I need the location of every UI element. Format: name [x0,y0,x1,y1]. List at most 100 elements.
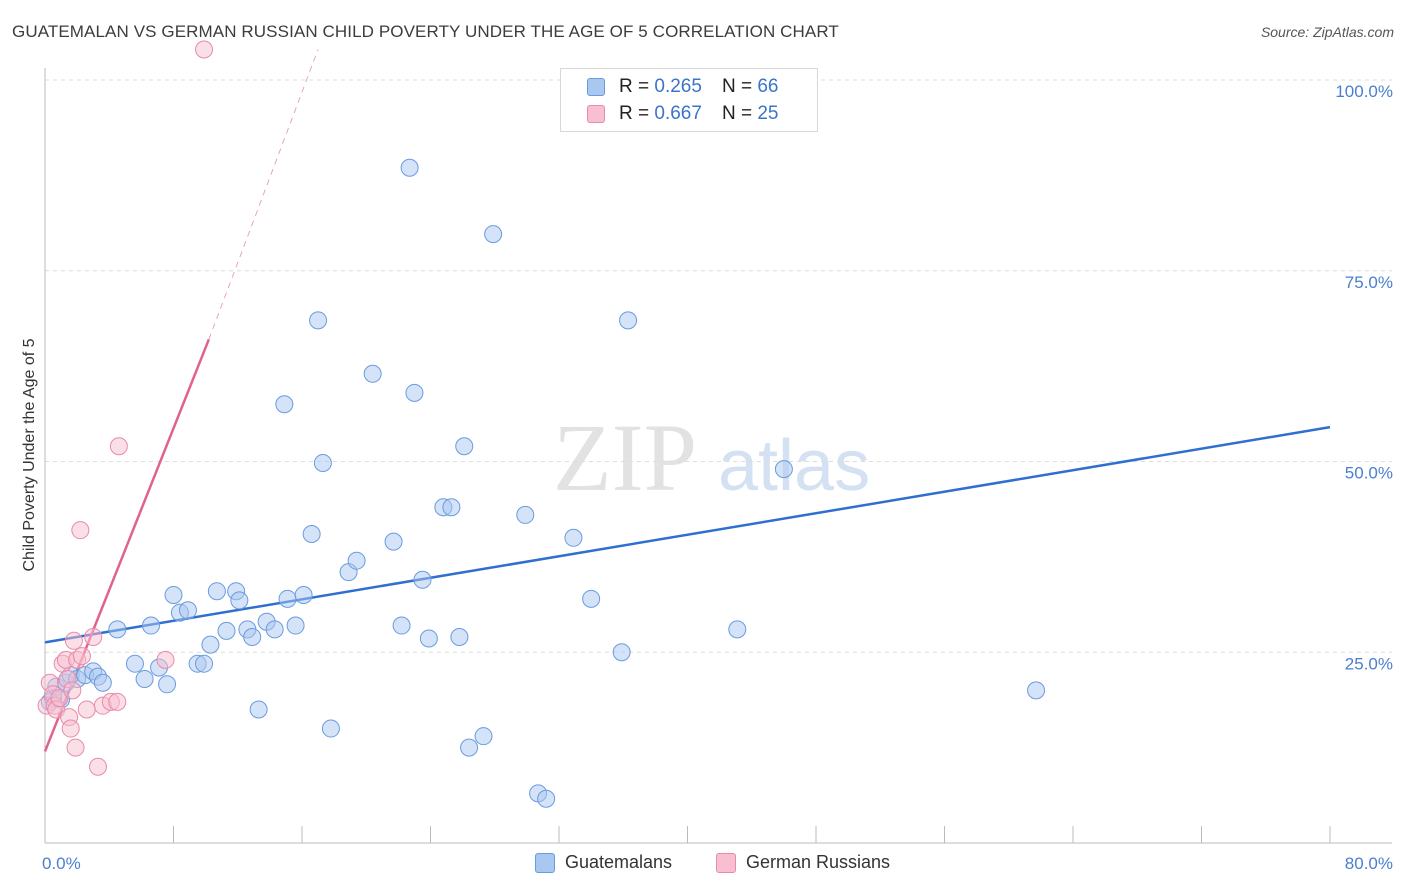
legend-r-value: 0.667 [654,103,702,124]
point-german-russians [84,627,103,646]
legend-n-value: 25 [757,103,779,124]
point-german-russians [64,631,83,650]
point-guatemalans [321,719,340,738]
point-guatemalans [125,654,144,673]
y-tick-labels: 25.0% 50.0% 75.0% 100.0% [1335,82,1393,673]
point-guatemalans [265,620,284,639]
legend-swatch-guatemalans [535,852,555,873]
point-guatemalans [243,627,262,646]
legend-swatch-german-russians [587,105,605,123]
y-tick-label: 75.0% [1345,273,1393,292]
point-guatemalans [249,700,268,719]
point-guatemalans [619,311,638,330]
point-guatemalans [275,395,294,414]
y-tick-label: 100.0% [1335,82,1393,101]
legend-r-label: R = [619,103,650,124]
legend-n-label: N = [721,103,753,124]
point-guatemalans [217,621,236,640]
point-guatemalans [164,586,183,605]
point-guatemalans [419,629,438,648]
point-guatemalans [728,620,747,639]
point-guatemalans [93,673,112,692]
point-guatemalans [142,616,161,635]
point-guatemalans [309,311,328,330]
point-guatemalans [230,591,249,610]
chart-title: GUATEMALAN VS GERMAN RUSSIAN CHILD POVER… [12,22,839,41]
zipatlas-watermark: ZIP atlas [553,404,870,511]
source-label: Source: ZipAtlas.com [1260,24,1394,40]
series-legend: Guatemalans German Russians [0,852,1406,878]
point-guatemalans [484,225,503,244]
point-guatemalans [135,669,154,688]
legend-label-german-russians: German Russians [746,852,891,872]
point-guatemalans [195,654,214,673]
point-guatemalans [1027,681,1046,700]
point-guatemalans [347,551,366,570]
point-german-russians [63,681,82,700]
point-german-russians [72,647,91,666]
point-guatemalans [278,589,297,608]
point-guatemalans [302,524,321,543]
point-guatemalans [178,601,197,620]
point-german-russians [109,437,128,456]
point-guatemalans [384,532,403,551]
trend-line-german-russians-extension [208,49,319,340]
point-guatemalans [612,643,631,662]
legend-swatch-guatemalans [587,78,605,96]
point-german-russians [108,692,127,711]
point-german-russians [66,738,85,757]
point-guatemalans [294,586,313,605]
legend-item-german-russians[interactable]: German Russians [716,852,890,873]
gridlines [45,79,1392,653]
point-guatemalans [564,528,583,547]
legend-row-german-russians: R = 0.667 N = 25 [587,101,778,127]
point-german-russians [156,650,175,669]
point-guatemalans [392,616,411,635]
legend-label-guatemalans: Guatemalans [565,852,673,872]
point-guatemalans [450,627,469,646]
watermark-zip: ZIP [553,404,697,511]
trend-line-guatemalans [44,425,1331,644]
point-guatemalans [108,620,127,639]
point-german-russians [77,700,96,719]
point-guatemalans [474,727,493,746]
y-tick-label: 25.0% [1345,654,1393,673]
point-guatemalans [405,383,424,402]
legend-n-label: N = [721,76,753,97]
x-tick-labels: 0.0% 80.0% [42,854,1393,873]
point-guatemalans [158,675,177,694]
y-axis-label: Child Poverty Under the Age of 5 [21,338,38,571]
y-tick-label: 50.0% [1345,464,1393,483]
point-german-russians [195,40,214,59]
point-guatemalans [313,454,332,473]
point-guatemalans [363,364,382,383]
legend-r-label: R = [619,76,650,97]
point-guatemalans [201,635,220,654]
legend-swatch-german-russians [716,852,736,873]
trend-lines [43,49,1331,752]
points-german-russians [37,40,214,776]
point-guatemalans [207,582,226,601]
point-guatemalans [442,498,461,517]
watermark-atlas: atlas [718,426,870,506]
point-german-russians [71,521,90,540]
point-german-russians [89,757,108,776]
point-guatemalans [582,589,601,608]
point-guatemalans [774,460,793,479]
point-guatemalans [400,158,419,177]
point-guatemalans [460,738,479,757]
point-guatemalans [537,789,556,808]
legend-r-value: 0.265 [654,76,702,97]
legend-n-value: 66 [757,76,779,97]
point-guatemalans [455,437,474,456]
legend-item-guatemalans[interactable]: Guatemalans [535,852,672,873]
point-guatemalans [413,570,432,589]
point-guatemalans [516,505,535,524]
points-guatemalans [40,158,1046,808]
point-guatemalans [286,616,305,635]
legend-row-guatemalans: R = 0.265 N = 66 [587,74,778,100]
correlation-legend: R = 0.265 N = 66 R = 0.667 N = 25 [560,68,818,132]
x-tick-label: 0.0% [42,854,81,873]
x-tick-label: 80.0% [1345,854,1393,873]
